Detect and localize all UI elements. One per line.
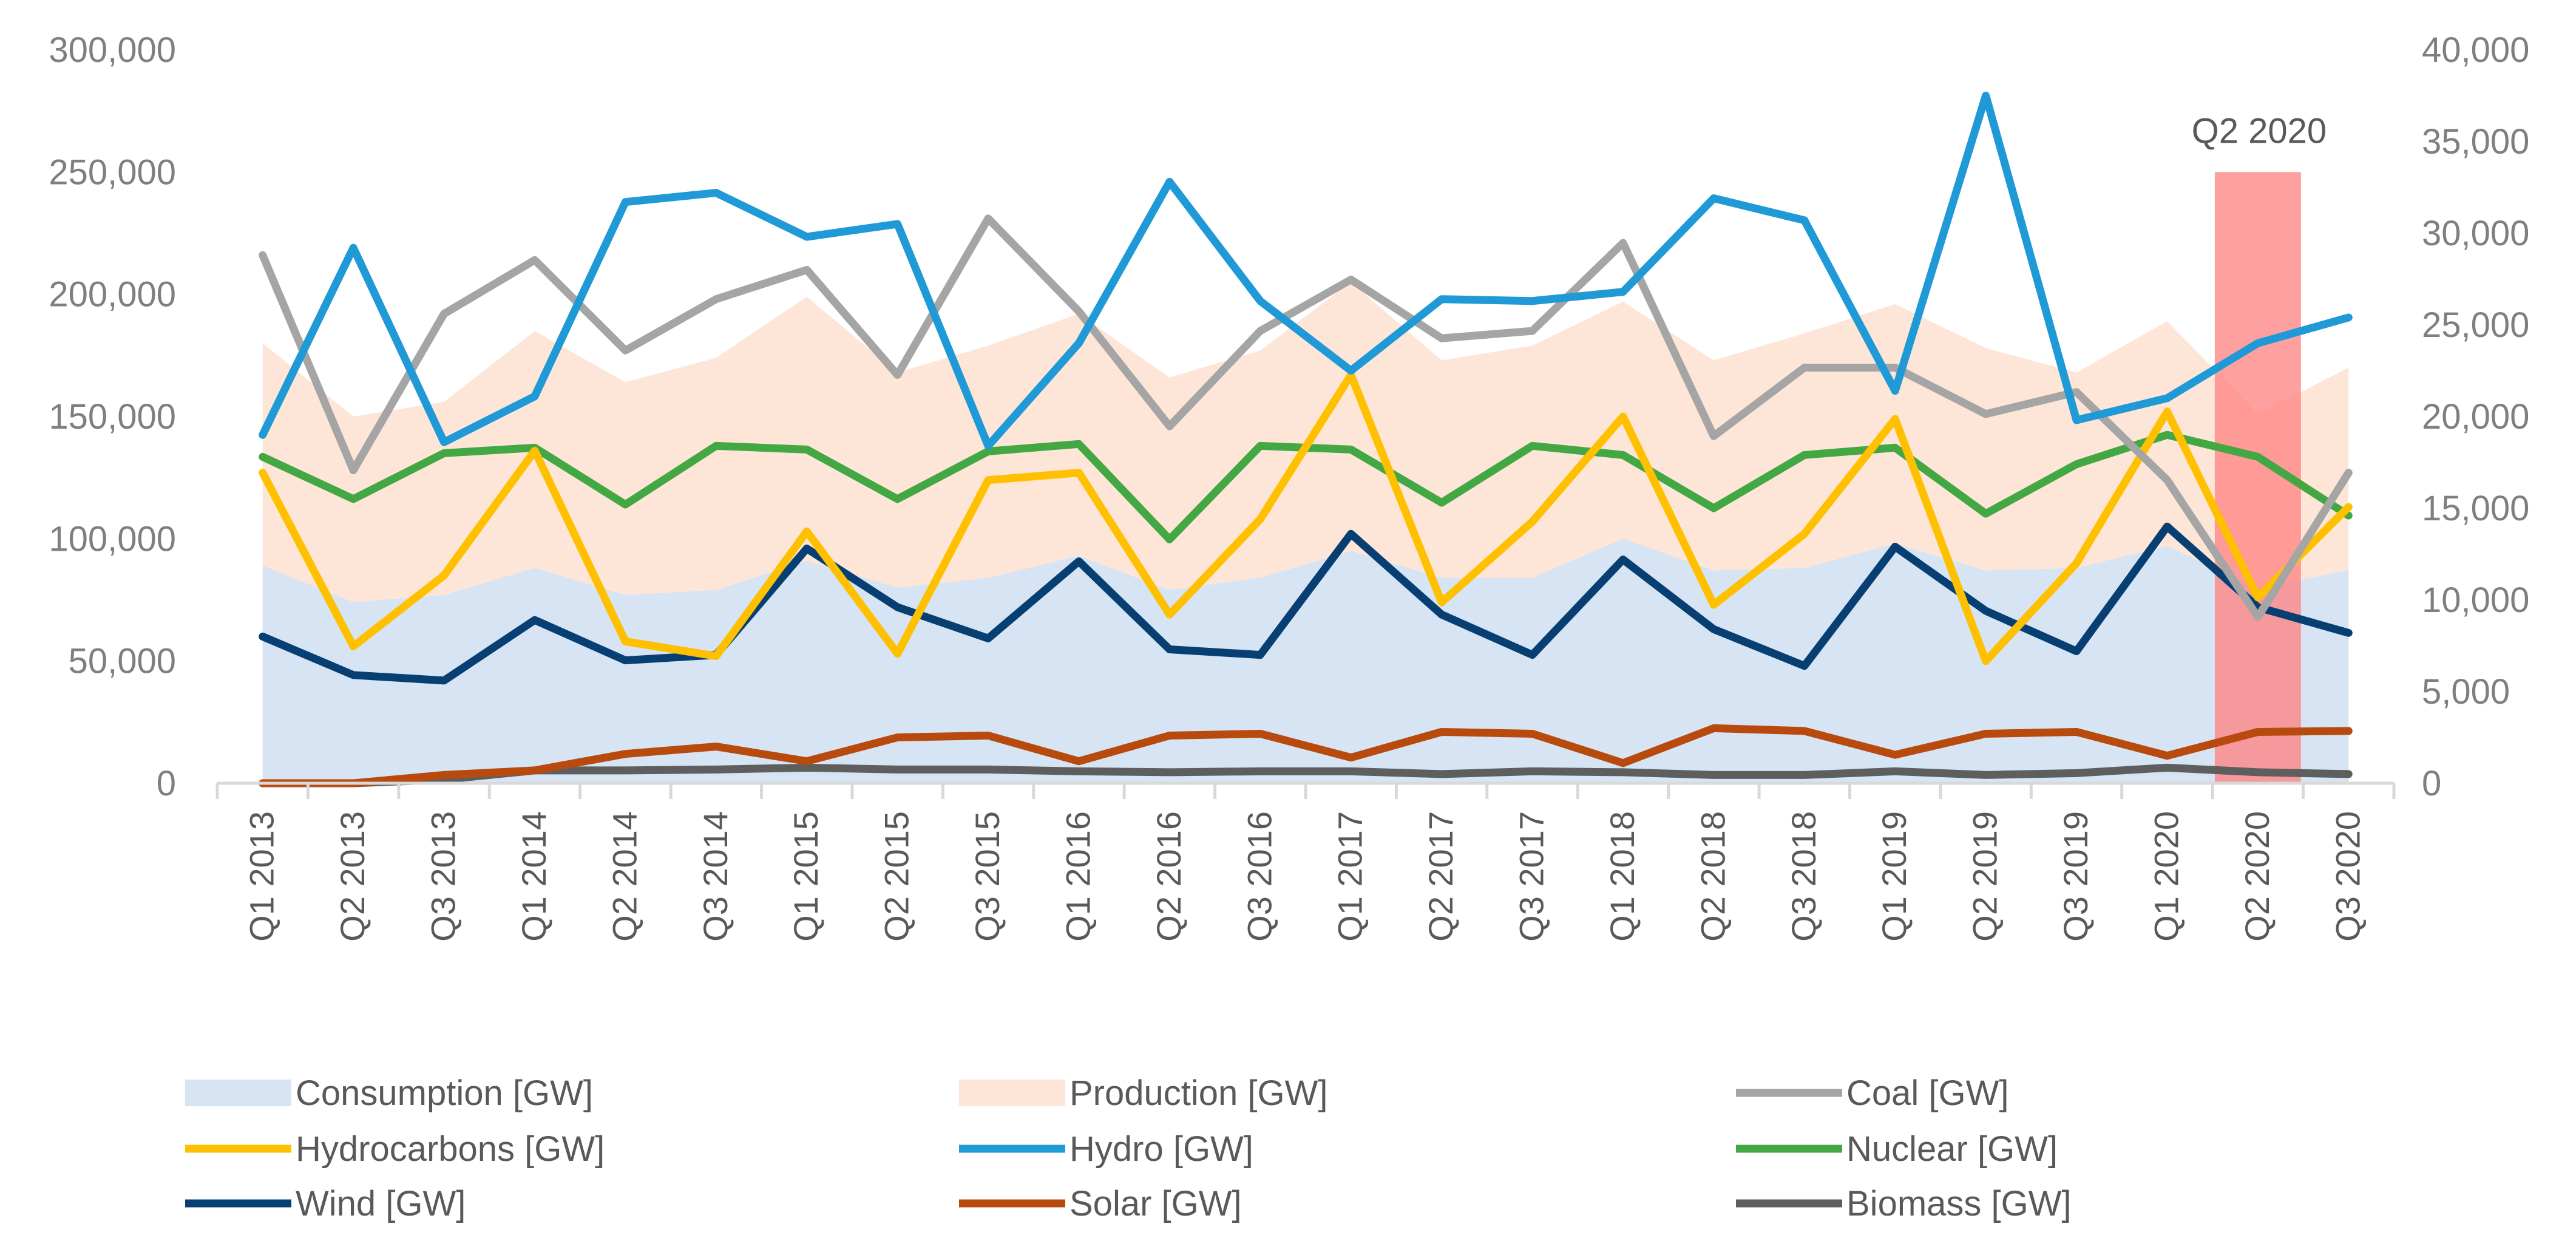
- x-tick-labels: Q1 2013 Q2 2013 Q3 2013 Q1 2014 Q2 2014 Q3 20…: [243, 811, 2367, 942]
- x-tick-label: Q2 2018: [1693, 811, 1732, 942]
- legend-label: Production [GW]: [1069, 1073, 1327, 1113]
- y2-tick-label: 35,000: [2422, 122, 2529, 162]
- y2-tick-label: 0: [2422, 764, 2441, 803]
- x-tick-label: Q2 2013: [333, 811, 371, 942]
- series-line-coal: [259, 214, 2353, 621]
- highlight-label: Q2 2020: [2192, 111, 2327, 151]
- y2-tick-labels: 0 5,000 10,000 15,000 20,000 25,000 30,000 35,0…: [2422, 30, 2529, 803]
- x-tick-label: Q3 2017: [1513, 811, 1551, 942]
- legend-item-production: Production [GW]: [959, 1073, 1327, 1113]
- x-tick-label: Q2 2015: [878, 811, 916, 942]
- y-tick-label: 300,000: [49, 30, 176, 70]
- y-tick-label: 250,000: [49, 152, 176, 192]
- series-line-hydrocarbons: [259, 371, 2353, 665]
- y-tick-label: 100,000: [49, 519, 176, 559]
- legend: Consumption [GW] Production [GW] Coal [GW]…: [185, 1073, 2072, 1223]
- legend-item-coal: Coal [GW]: [1736, 1073, 2009, 1113]
- series-line-hydro: [259, 92, 2353, 450]
- legend-item-consumption: Consumption [GW]: [185, 1073, 593, 1113]
- x-tick-label: Q1 2019: [1875, 811, 1913, 942]
- legend-item-hydrocarbons: Hydrocarbons [GW]: [185, 1129, 605, 1169]
- y2-tick-label: 25,000: [2422, 305, 2529, 345]
- x-tick-label: Q3 2016: [1240, 811, 1278, 942]
- legend-item-solar: Solar [GW]: [959, 1184, 1242, 1223]
- x-tick-label: Q3 2013: [424, 811, 463, 942]
- x-tick-label: Q3 2019: [2056, 811, 2095, 942]
- legend-label: Wind [GW]: [296, 1184, 466, 1223]
- y2-tick-label: 40,000: [2422, 30, 2529, 70]
- x-tick-label: Q1 2013: [243, 811, 281, 942]
- line-layer: [259, 92, 2353, 787]
- y2-tick-label: 20,000: [2422, 397, 2529, 437]
- y2-tick-label: 30,000: [2422, 214, 2529, 253]
- x-tick-label: Q2 2014: [605, 811, 643, 942]
- x-tick-label: Q2 2016: [1150, 811, 1188, 942]
- legend-item-hydro: Hydro [GW]: [959, 1129, 1253, 1169]
- legend-label: Hydro [GW]: [1069, 1129, 1253, 1169]
- x-tick-label: Q2 2020: [2238, 811, 2276, 942]
- y-tick-labels: 0 50,000 100,000 150,000 200,000 250,000 300,0…: [49, 30, 176, 803]
- area-layer: [262, 282, 2349, 783]
- x-tick-label: Q2 2019: [1966, 811, 2004, 942]
- x-tick-label: Q1 2014: [515, 811, 553, 942]
- x-tick-label: Q1 2015: [787, 811, 825, 942]
- legend-item-nuclear: Nuclear [GW]: [1736, 1129, 2058, 1169]
- legend-label: Nuclear [GW]: [1846, 1129, 2058, 1169]
- y-tick-label: 50,000: [69, 642, 176, 681]
- axes-layer: [215, 781, 2396, 799]
- x-tick-label: Q3 2018: [1785, 811, 1823, 942]
- y2-tick-label: 10,000: [2422, 580, 2529, 620]
- y-tick-label: 150,000: [49, 397, 176, 437]
- y2-tick-label: 5,000: [2422, 672, 2510, 712]
- x-tick-label: Q3 2014: [696, 811, 734, 942]
- x-tick-label: Q3 2015: [968, 811, 1006, 942]
- legend-swatch: [959, 1080, 1065, 1106]
- legend-item-biomass: Biomass [GW]: [1736, 1184, 2072, 1223]
- area-consumption: [262, 539, 2349, 783]
- legend-item-wind: Wind [GW]: [185, 1184, 466, 1223]
- series-line-wind: [259, 522, 2353, 685]
- legend-label: Hydrocarbons [GW]: [296, 1129, 605, 1169]
- x-tick-label: Q1 2018: [1603, 811, 1641, 942]
- x-tick-label: Q1 2016: [1059, 811, 1097, 942]
- series-line-solar: [259, 724, 2353, 787]
- y2-tick-label: 15,000: [2422, 489, 2529, 528]
- x-tick-label: Q2 2017: [1422, 811, 1460, 942]
- legend-label: Consumption [GW]: [296, 1073, 593, 1113]
- y-tick-label: 200,000: [49, 275, 176, 315]
- legend-label: Biomass [GW]: [1846, 1184, 2072, 1223]
- x-tick-label: Q1 2020: [2147, 811, 2185, 942]
- legend-swatch: [185, 1080, 291, 1106]
- legend-label: Coal [GW]: [1846, 1073, 2009, 1113]
- legend-label: Solar [GW]: [1069, 1184, 1242, 1223]
- series-line-biomass: [259, 763, 2353, 787]
- x-tick-label: Q3 2020: [2328, 811, 2367, 942]
- y-tick-label: 0: [157, 764, 176, 803]
- x-tick-label: Q1 2017: [1331, 811, 1369, 942]
